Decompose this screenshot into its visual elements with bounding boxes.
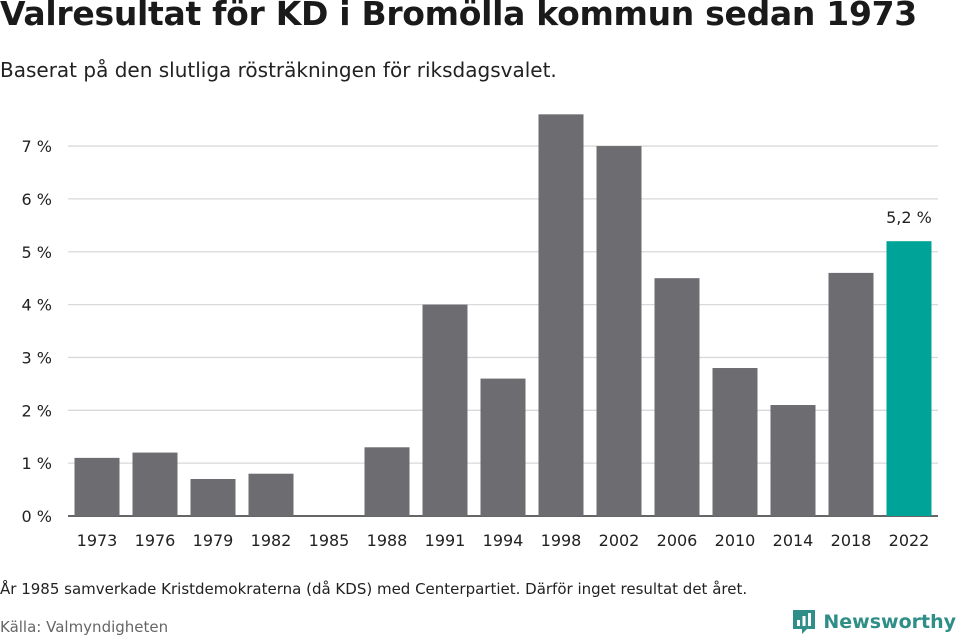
chart-subtitle: Baserat på den slutliga rösträkningen fö… (0, 58, 557, 82)
x-tick-label: 2018 (831, 531, 872, 550)
x-tick-label: 2002 (599, 531, 640, 550)
bar-2010 (712, 368, 758, 516)
bar-1973 (74, 457, 120, 516)
bar-1979 (190, 479, 236, 516)
y-tick-label: 5 % (22, 243, 52, 262)
bar-1976 (132, 452, 178, 516)
y-tick-label: 0 % (22, 507, 52, 526)
data-label: 5,2 % (886, 208, 932, 227)
chart-footnote: År 1985 samverkade Kristdemokraterna (då… (0, 580, 748, 598)
bar-1982 (248, 473, 294, 516)
x-tick-label: 2022 (889, 531, 930, 550)
x-tick-label: 1979 (193, 531, 234, 550)
x-tick-label: 1985 (309, 531, 350, 550)
y-tick-label: 4 % (22, 296, 52, 315)
x-tick-label: 1982 (251, 531, 292, 550)
x-tick-label: 1973 (77, 531, 118, 550)
x-tick-label: 2006 (657, 531, 698, 550)
bar-2002 (596, 146, 642, 517)
y-tick-label: 2 % (22, 401, 52, 420)
bar-1988 (364, 447, 410, 516)
source-credit: Källa: Valmyndigheten (0, 618, 169, 636)
newsworthy-logo-icon (793, 610, 816, 634)
bar-chart: 0 % 1 % 2 % 3 % 4 % 5 % 6 % 7 % 1973 1976 1979 1982… (22, 114, 938, 550)
bar-1991 (422, 304, 468, 516)
x-tick-label: 1976 (135, 531, 176, 550)
bar-1998 (538, 114, 584, 516)
chart-title: Valresultat för KD i Bromölla kommun sed… (0, 0, 917, 33)
bar-2018 (828, 272, 874, 516)
bar-2022 (886, 241, 932, 516)
x-tick-label: 2010 (715, 531, 756, 550)
x-tick-label: 1991 (425, 531, 466, 550)
x-tick-label: 1998 (541, 531, 582, 550)
x-tick-label: 1994 (483, 531, 524, 550)
bar-2014 (770, 405, 816, 516)
bar-1994 (480, 378, 526, 516)
x-tick-label: 1988 (367, 531, 408, 550)
bar-2006 (654, 278, 700, 516)
x-tick-label: 2014 (773, 531, 814, 550)
y-tick-label: 7 % (22, 137, 52, 156)
y-tick-label: 1 % (22, 454, 52, 473)
brand-name: Newsworthy (823, 611, 956, 633)
y-tick-label: 3 % (22, 348, 52, 367)
brand-logo[interactable]: Newsworthy (791, 608, 956, 636)
y-tick-label: 6 % (22, 190, 52, 209)
